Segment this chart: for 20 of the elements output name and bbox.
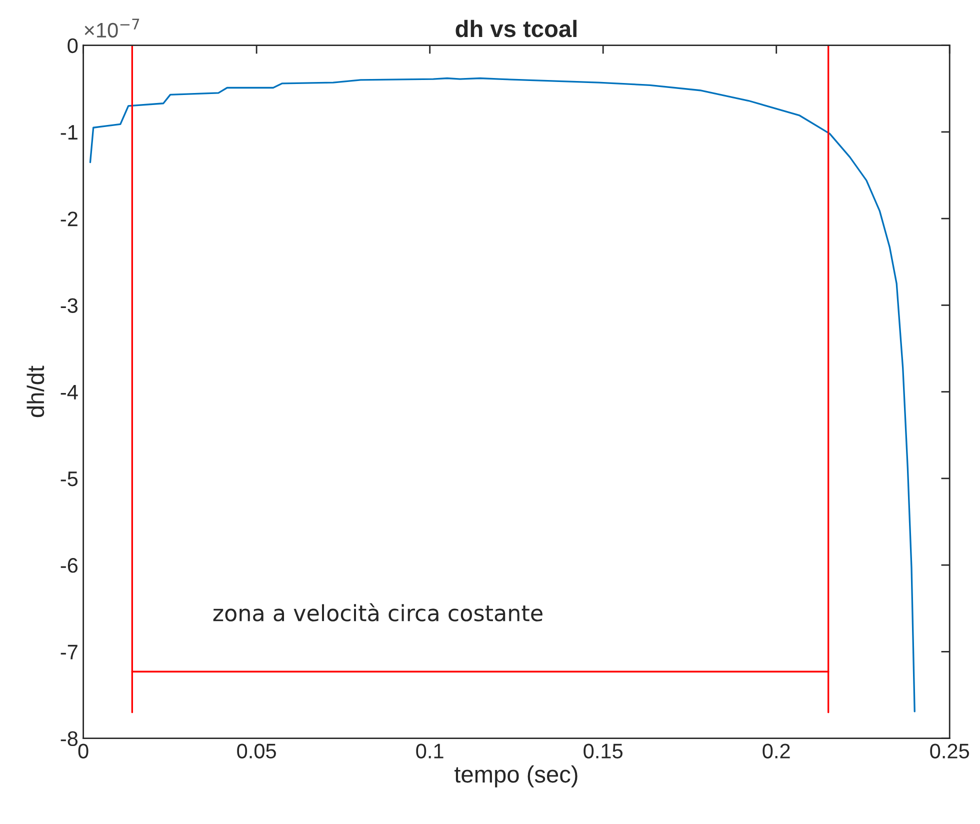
y-tick-label: -7: [60, 644, 78, 660]
y-tick-label: -2: [60, 212, 78, 226]
x-tick-label: 0: [78, 744, 88, 758]
x-axis-title: tempo (sec): [454, 765, 578, 788]
y-tick-label: -4: [60, 385, 78, 400]
y-tick-label: -8: [60, 731, 78, 746]
y-tick-label: -5: [60, 472, 78, 486]
annotation: zona a velocità circa costante: [213, 603, 542, 622]
chart-title: dh vs tcoal: [456, 20, 576, 38]
y-tick-label: -6: [60, 558, 78, 573]
y-tick-label: -1: [60, 125, 78, 140]
y-axis-title: dh/dt: [26, 366, 44, 418]
x-tick-label: 0.15: [584, 744, 622, 758]
y-tick-label: -3: [60, 298, 78, 313]
x-tick-label: 0.1: [416, 744, 444, 758]
x-tick-label: 0.25: [930, 744, 970, 758]
y-tick-label: 0: [68, 38, 78, 54]
text: ×10$^{−7}$: [84, 18, 140, 38]
x-tick-label: 0.05: [237, 744, 276, 758]
x-tick-label: 0.2: [762, 744, 790, 758]
